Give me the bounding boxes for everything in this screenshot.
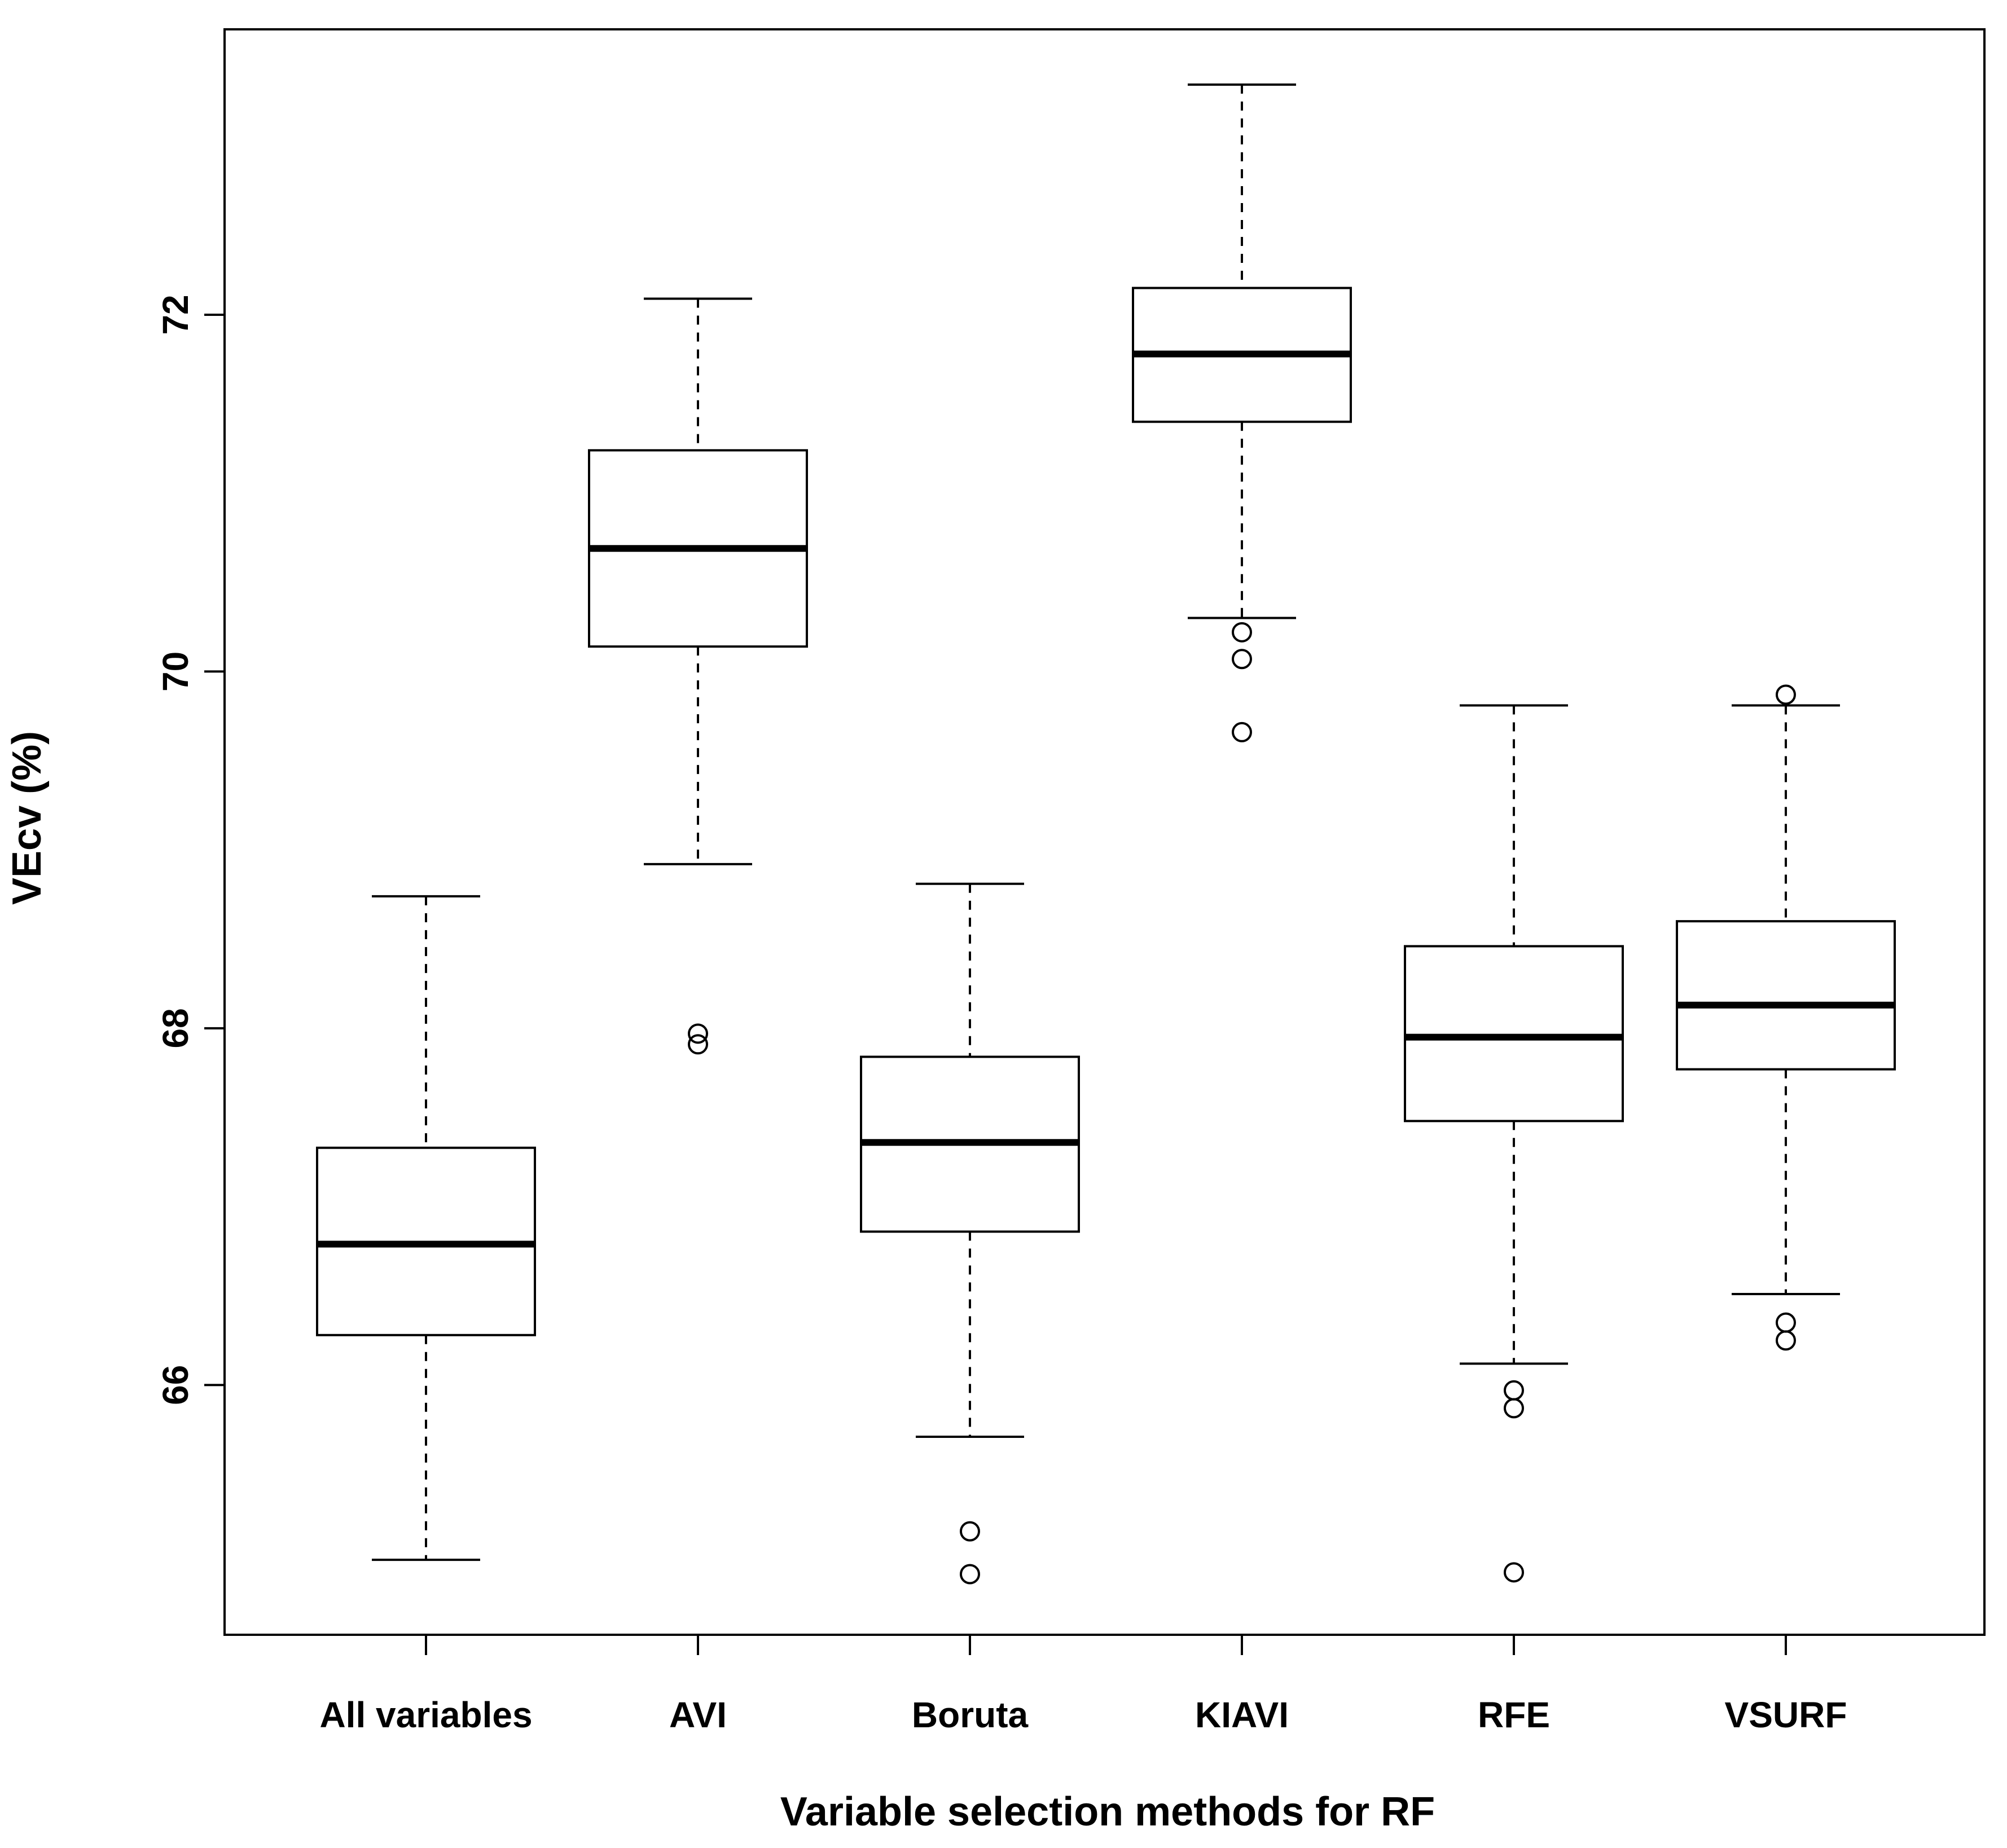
plot-frame <box>223 28 1986 1636</box>
y-tick-label-72: 72 <box>155 294 196 335</box>
y-tick-label-70: 70 <box>155 652 196 692</box>
x-tick-label-all-variables: All variables <box>319 1695 532 1735</box>
x-tick-label-boruta: Boruta <box>912 1695 1029 1735</box>
y-axis-title: VEcv (%) <box>5 731 50 905</box>
outlier-boruta-2 <box>960 1564 980 1585</box>
plot-layer: 66 68 70 72 All variables AVI Boruta KIAVI RFE VS… <box>155 28 1986 1735</box>
x-tick-label-avi: AVI <box>669 1695 727 1735</box>
outlier-rfe-2 <box>1504 1398 1524 1419</box>
x-tick-label-rfe: RFE <box>1478 1695 1550 1735</box>
y-tick-label-68: 68 <box>155 1008 196 1048</box>
outlier-rfe-1 <box>1504 1380 1524 1401</box>
outlier-vsurf-3 <box>1776 1330 1796 1351</box>
outlier-vsurf-2 <box>1776 1312 1796 1333</box>
y-tick-label-66: 66 <box>155 1365 196 1405</box>
outlier-kiavi-2 <box>1232 649 1252 670</box>
outlier-kiavi-1 <box>1232 622 1252 643</box>
box-vsurf <box>1676 920 1896 1071</box>
outlier-boruta-1 <box>960 1521 980 1542</box>
x-axis-title: Variable selection methods for RF <box>780 1789 1435 1834</box>
outlier-avi-2 <box>688 1034 708 1055</box>
x-tick-label-kiavi: KIAVI <box>1195 1695 1289 1735</box>
box-rfe <box>1404 945 1624 1123</box>
outlier-vsurf-1 <box>1776 684 1796 705</box>
outlier-kiavi-3 <box>1232 721 1252 742</box>
outlier-rfe-3 <box>1504 1562 1524 1583</box>
x-tick-label-vsurf: VSURF <box>1725 1695 1847 1735</box>
outlier-avi-1 <box>688 1023 708 1044</box>
